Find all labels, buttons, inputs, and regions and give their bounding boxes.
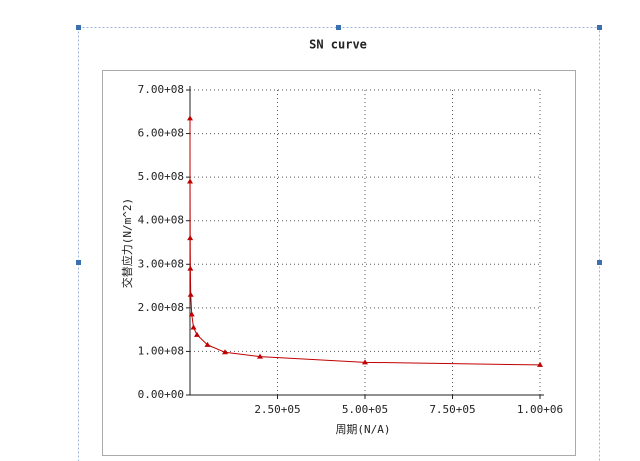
handle [76,260,81,265]
x-tick-label: 1.00+06 [517,403,563,416]
data-point [190,324,197,330]
handle [597,260,602,265]
y-tick-label: 7.00+08 [138,83,184,96]
x-tick-label: 7.50+05 [429,403,475,416]
y-tick-label: 6.00+08 [138,127,184,140]
y-tick-label: 4.00+08 [138,214,184,227]
handle [336,25,341,30]
data-point [187,178,194,184]
data-point [187,115,194,121]
y-tick-label: 3.00+08 [138,257,184,270]
handle [597,25,602,30]
data-point [187,291,194,297]
y-axis-label: 交替应力(N/m^2) [120,198,134,288]
y-tick-label: 2.00+08 [138,301,184,314]
data-point [204,341,211,347]
x-axis-label: 周期(N/A) [335,423,390,436]
data-point [194,331,200,337]
chart-title: SN curve [309,38,367,52]
data-point [187,265,194,271]
x-tick-label: 2.50+05 [254,403,300,416]
y-tick-label: 0.00+00 [138,388,184,401]
chart-panel [102,70,576,456]
handle [76,25,81,30]
data-point [257,353,263,359]
data-point [537,361,543,367]
y-tick-label: 5.00+08 [138,170,184,183]
x-tick-label: 5.00+05 [342,403,388,416]
y-tick-label: 1.00+08 [138,344,184,357]
data-point [187,235,194,241]
data-point [222,349,228,355]
data-point [188,311,195,317]
data-point [362,359,368,365]
